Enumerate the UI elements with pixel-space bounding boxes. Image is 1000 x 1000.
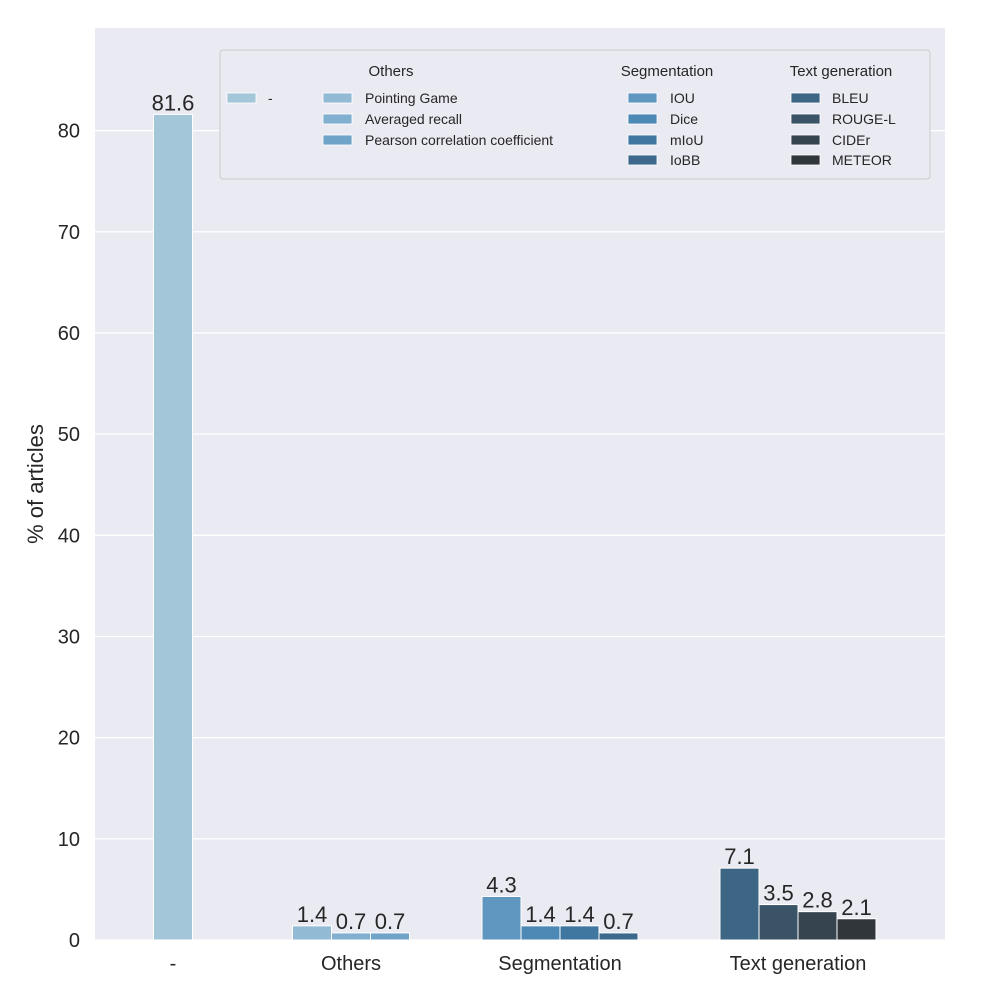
legend-entry: Averaged recall xyxy=(365,111,462,127)
legend-swatch xyxy=(627,134,658,146)
legend-entry: mIoU xyxy=(670,132,703,148)
bar xyxy=(836,918,877,941)
data-label: 2.8 xyxy=(802,888,833,913)
legend-swatch xyxy=(627,92,658,104)
data-label: 1.4 xyxy=(297,902,328,927)
legend-swatch xyxy=(322,113,353,125)
y-tick-label: 10 xyxy=(58,829,80,851)
y-tick-label: 40 xyxy=(58,525,80,547)
y-tick-label: 30 xyxy=(58,626,80,648)
legend-entry: Pearson correlation coefficient xyxy=(365,132,553,148)
bar xyxy=(797,911,838,941)
legend-title: Text generation xyxy=(790,63,893,80)
x-tick-label: - xyxy=(170,953,177,975)
legend-frame xyxy=(219,49,931,180)
bar xyxy=(292,925,332,941)
bars xyxy=(153,113,877,941)
legend-swatch xyxy=(790,154,821,166)
legend-entry: METEOR xyxy=(832,152,892,168)
legend-entry: Dice xyxy=(670,111,698,127)
legend: - Others Pointing Game Averaged recall Pears… xyxy=(219,49,931,180)
data-label: 81.6 xyxy=(152,90,195,115)
legend-title: Others xyxy=(368,63,413,80)
legend-title: Segmentation xyxy=(621,63,714,80)
bar xyxy=(719,867,760,941)
data-label: 1.4 xyxy=(564,902,595,927)
bar xyxy=(559,925,600,941)
legend-swatch xyxy=(627,113,658,125)
y-tick-label: 70 xyxy=(58,222,80,244)
legend-swatch xyxy=(226,92,257,104)
plot-background xyxy=(95,28,945,940)
x-tick-label: Others xyxy=(321,953,381,975)
legend-entry: Pointing Game xyxy=(365,90,458,106)
legend-swatch xyxy=(627,154,658,166)
y-tick-label: 0 xyxy=(69,930,80,952)
x-tick-label: Text generation xyxy=(730,953,867,975)
legend-swatch xyxy=(322,92,353,104)
bar xyxy=(481,895,522,941)
bar xyxy=(598,932,639,941)
data-label: 2.1 xyxy=(841,895,872,920)
legend-swatch xyxy=(790,113,821,125)
y-tick-label: 80 xyxy=(58,121,80,143)
y-axis-label: % of articles xyxy=(23,424,48,544)
y-tick-label: 60 xyxy=(58,323,80,345)
data-label: 1.4 xyxy=(525,902,556,927)
bar xyxy=(331,932,371,941)
data-label: 4.3 xyxy=(486,872,517,897)
legend-entry: - xyxy=(268,90,273,106)
legend-swatch xyxy=(790,134,821,146)
bar xyxy=(758,904,799,941)
bar xyxy=(520,925,561,941)
data-label: 0.7 xyxy=(375,909,406,934)
legend-entry: ROUGE-L xyxy=(832,111,896,127)
data-label: 3.5 xyxy=(763,881,794,906)
legend-entry: IoBB xyxy=(670,152,700,168)
legend-swatch xyxy=(322,134,353,146)
legend-entry: BLEU xyxy=(832,90,869,106)
legend-swatch xyxy=(790,92,821,104)
legend-entry: IOU xyxy=(670,90,695,106)
x-axis-ticks: - Others Segmentation Text generation xyxy=(170,953,867,975)
bar xyxy=(370,932,410,941)
data-label: 0.7 xyxy=(603,909,634,934)
y-axis-ticks: 0 10 20 30 40 50 60 70 80 xyxy=(58,121,80,952)
legend-entry: CIDEr xyxy=(832,132,870,148)
data-label: 0.7 xyxy=(336,909,367,934)
x-tick-label: Segmentation xyxy=(498,953,621,975)
bar xyxy=(153,113,193,941)
y-tick-label: 20 xyxy=(58,728,80,750)
data-label: 7.1 xyxy=(724,844,755,869)
y-tick-label: 50 xyxy=(58,424,80,446)
data-labels: 81.6 1.4 0.7 0.7 4.3 1.4 1.4 0.7 7.1 3.5 2.8 2.1 xyxy=(152,90,872,934)
